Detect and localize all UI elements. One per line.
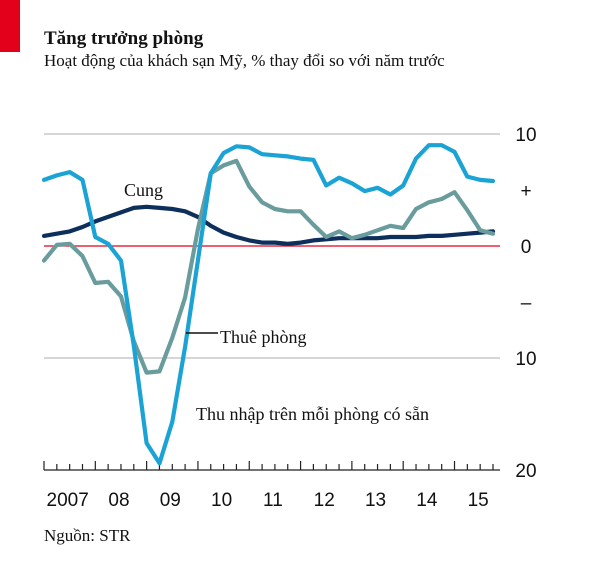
annotation-revpar: Thu nhập trên mỗi phòng có sẵn — [196, 404, 429, 424]
series-annotations: Cung Thuê phòng Thu nhập trên mỗi phòng … — [124, 180, 429, 424]
series-line-revpar — [41, 143, 496, 466]
series-lines — [41, 143, 496, 466]
y-tick-label: 0 — [521, 237, 532, 258]
y-tick-label: – — [521, 293, 532, 314]
y-axis-tick-labels: 10 +0 – 10 20 — [515, 125, 536, 482]
x-axis — [43, 461, 500, 471]
y-tick-label: 10 — [515, 125, 536, 146]
x-tick-label: 11 — [263, 490, 283, 511]
annotation-supply: Cung — [124, 180, 163, 200]
y-tick-label: + — [520, 181, 531, 202]
x-tick-label: 13 — [365, 490, 386, 511]
source-note: Nguồn: STR — [44, 526, 131, 545]
annotation-demand: Thuê phòng — [220, 327, 306, 347]
series-line-supply — [41, 204, 496, 246]
x-axis-tick-labels: 2007 08 09 10 11 12 13 14 15 — [47, 490, 489, 511]
x-tick-label: 2007 — [47, 490, 89, 511]
chart-title: Tăng trưởng phòng — [44, 28, 204, 49]
x-tick-label: 12 — [314, 490, 335, 511]
x-tick-label: 08 — [108, 490, 129, 511]
x-tick-label: 15 — [468, 490, 489, 511]
x-tick-label: 14 — [416, 490, 438, 511]
grid-lines — [44, 133, 500, 359]
x-tick-label: 09 — [160, 490, 181, 511]
series-line-demand — [41, 158, 496, 375]
brand-red-tag — [0, 0, 20, 52]
y-tick-label: 10 — [515, 349, 536, 370]
chart-subtitle: Hoạt động của khách sạn Mỹ, % thay đổi s… — [44, 51, 445, 70]
x-tick-label: 10 — [211, 490, 232, 511]
y-tick-label: 20 — [515, 461, 536, 482]
